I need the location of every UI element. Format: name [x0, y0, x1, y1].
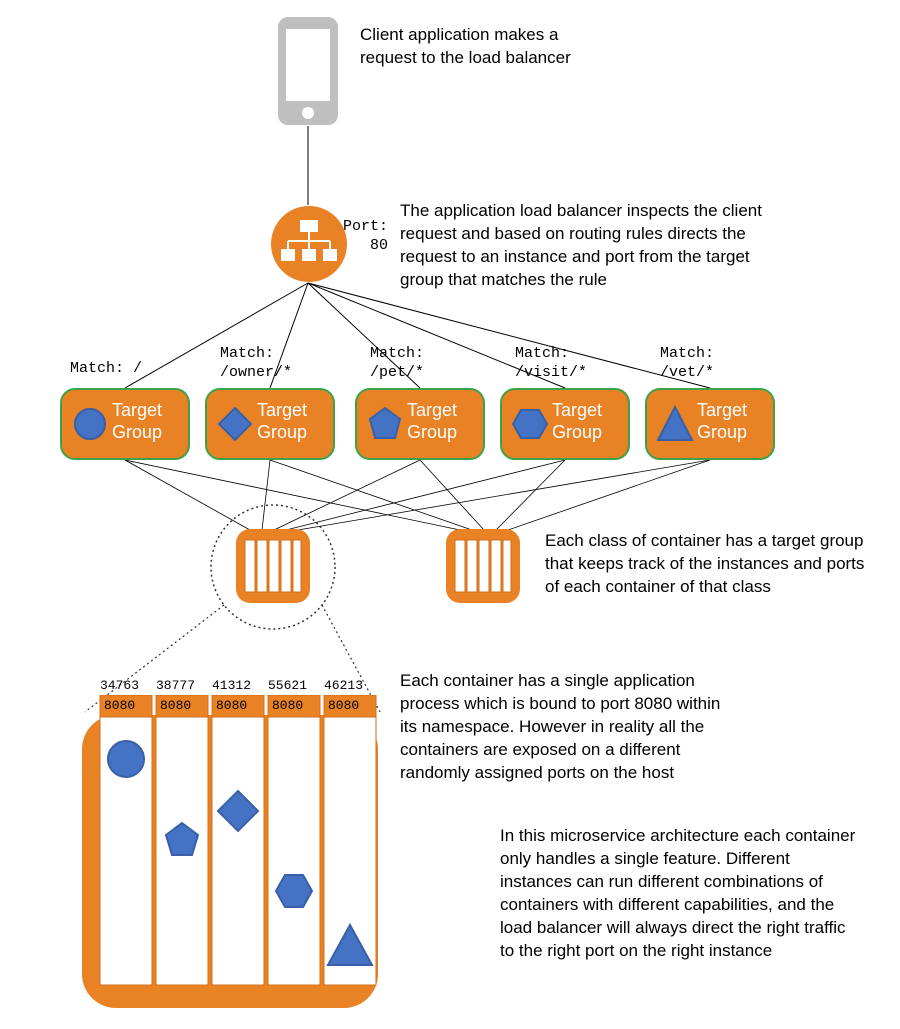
- instance-small-right: [445, 528, 521, 604]
- match-label-3: Match: /visit/*: [515, 345, 645, 383]
- micro-text: In this microservice architecture each c…: [500, 825, 860, 963]
- instance-small-left: [235, 528, 311, 604]
- inner-port-3: 8080: [272, 698, 303, 713]
- client-text: Client application makes a request to th…: [360, 24, 600, 70]
- match-label-0: Match: /: [70, 360, 200, 379]
- container-text: Each container has a single application …: [400, 670, 740, 785]
- alb-icon: [270, 205, 348, 283]
- match-label-4: Match: /vet/*: [660, 345, 790, 383]
- tg-desc: Each class of container has a target gro…: [545, 530, 875, 599]
- host-port-3: 55621: [268, 678, 307, 693]
- match-label-1: Match: /owner/*: [220, 345, 350, 383]
- phone-icon: [272, 15, 344, 127]
- host-port-4: 46213: [324, 678, 363, 693]
- host-port-2: 41312: [212, 678, 251, 693]
- inner-port-0: 8080: [104, 698, 135, 713]
- inner-port-2: 8080: [216, 698, 247, 713]
- inner-port-4: 8080: [328, 698, 359, 713]
- inner-port-1: 8080: [160, 698, 191, 713]
- instance-zoom: [80, 695, 380, 1010]
- host-port-0: 34763: [100, 678, 139, 693]
- alb-text: The application load balancer inspects t…: [400, 200, 780, 292]
- diagram-canvas: Client application makes a request to th…: [0, 0, 900, 1029]
- match-label-2: Match: /pet/*: [370, 345, 500, 383]
- host-port-1: 38777: [156, 678, 195, 693]
